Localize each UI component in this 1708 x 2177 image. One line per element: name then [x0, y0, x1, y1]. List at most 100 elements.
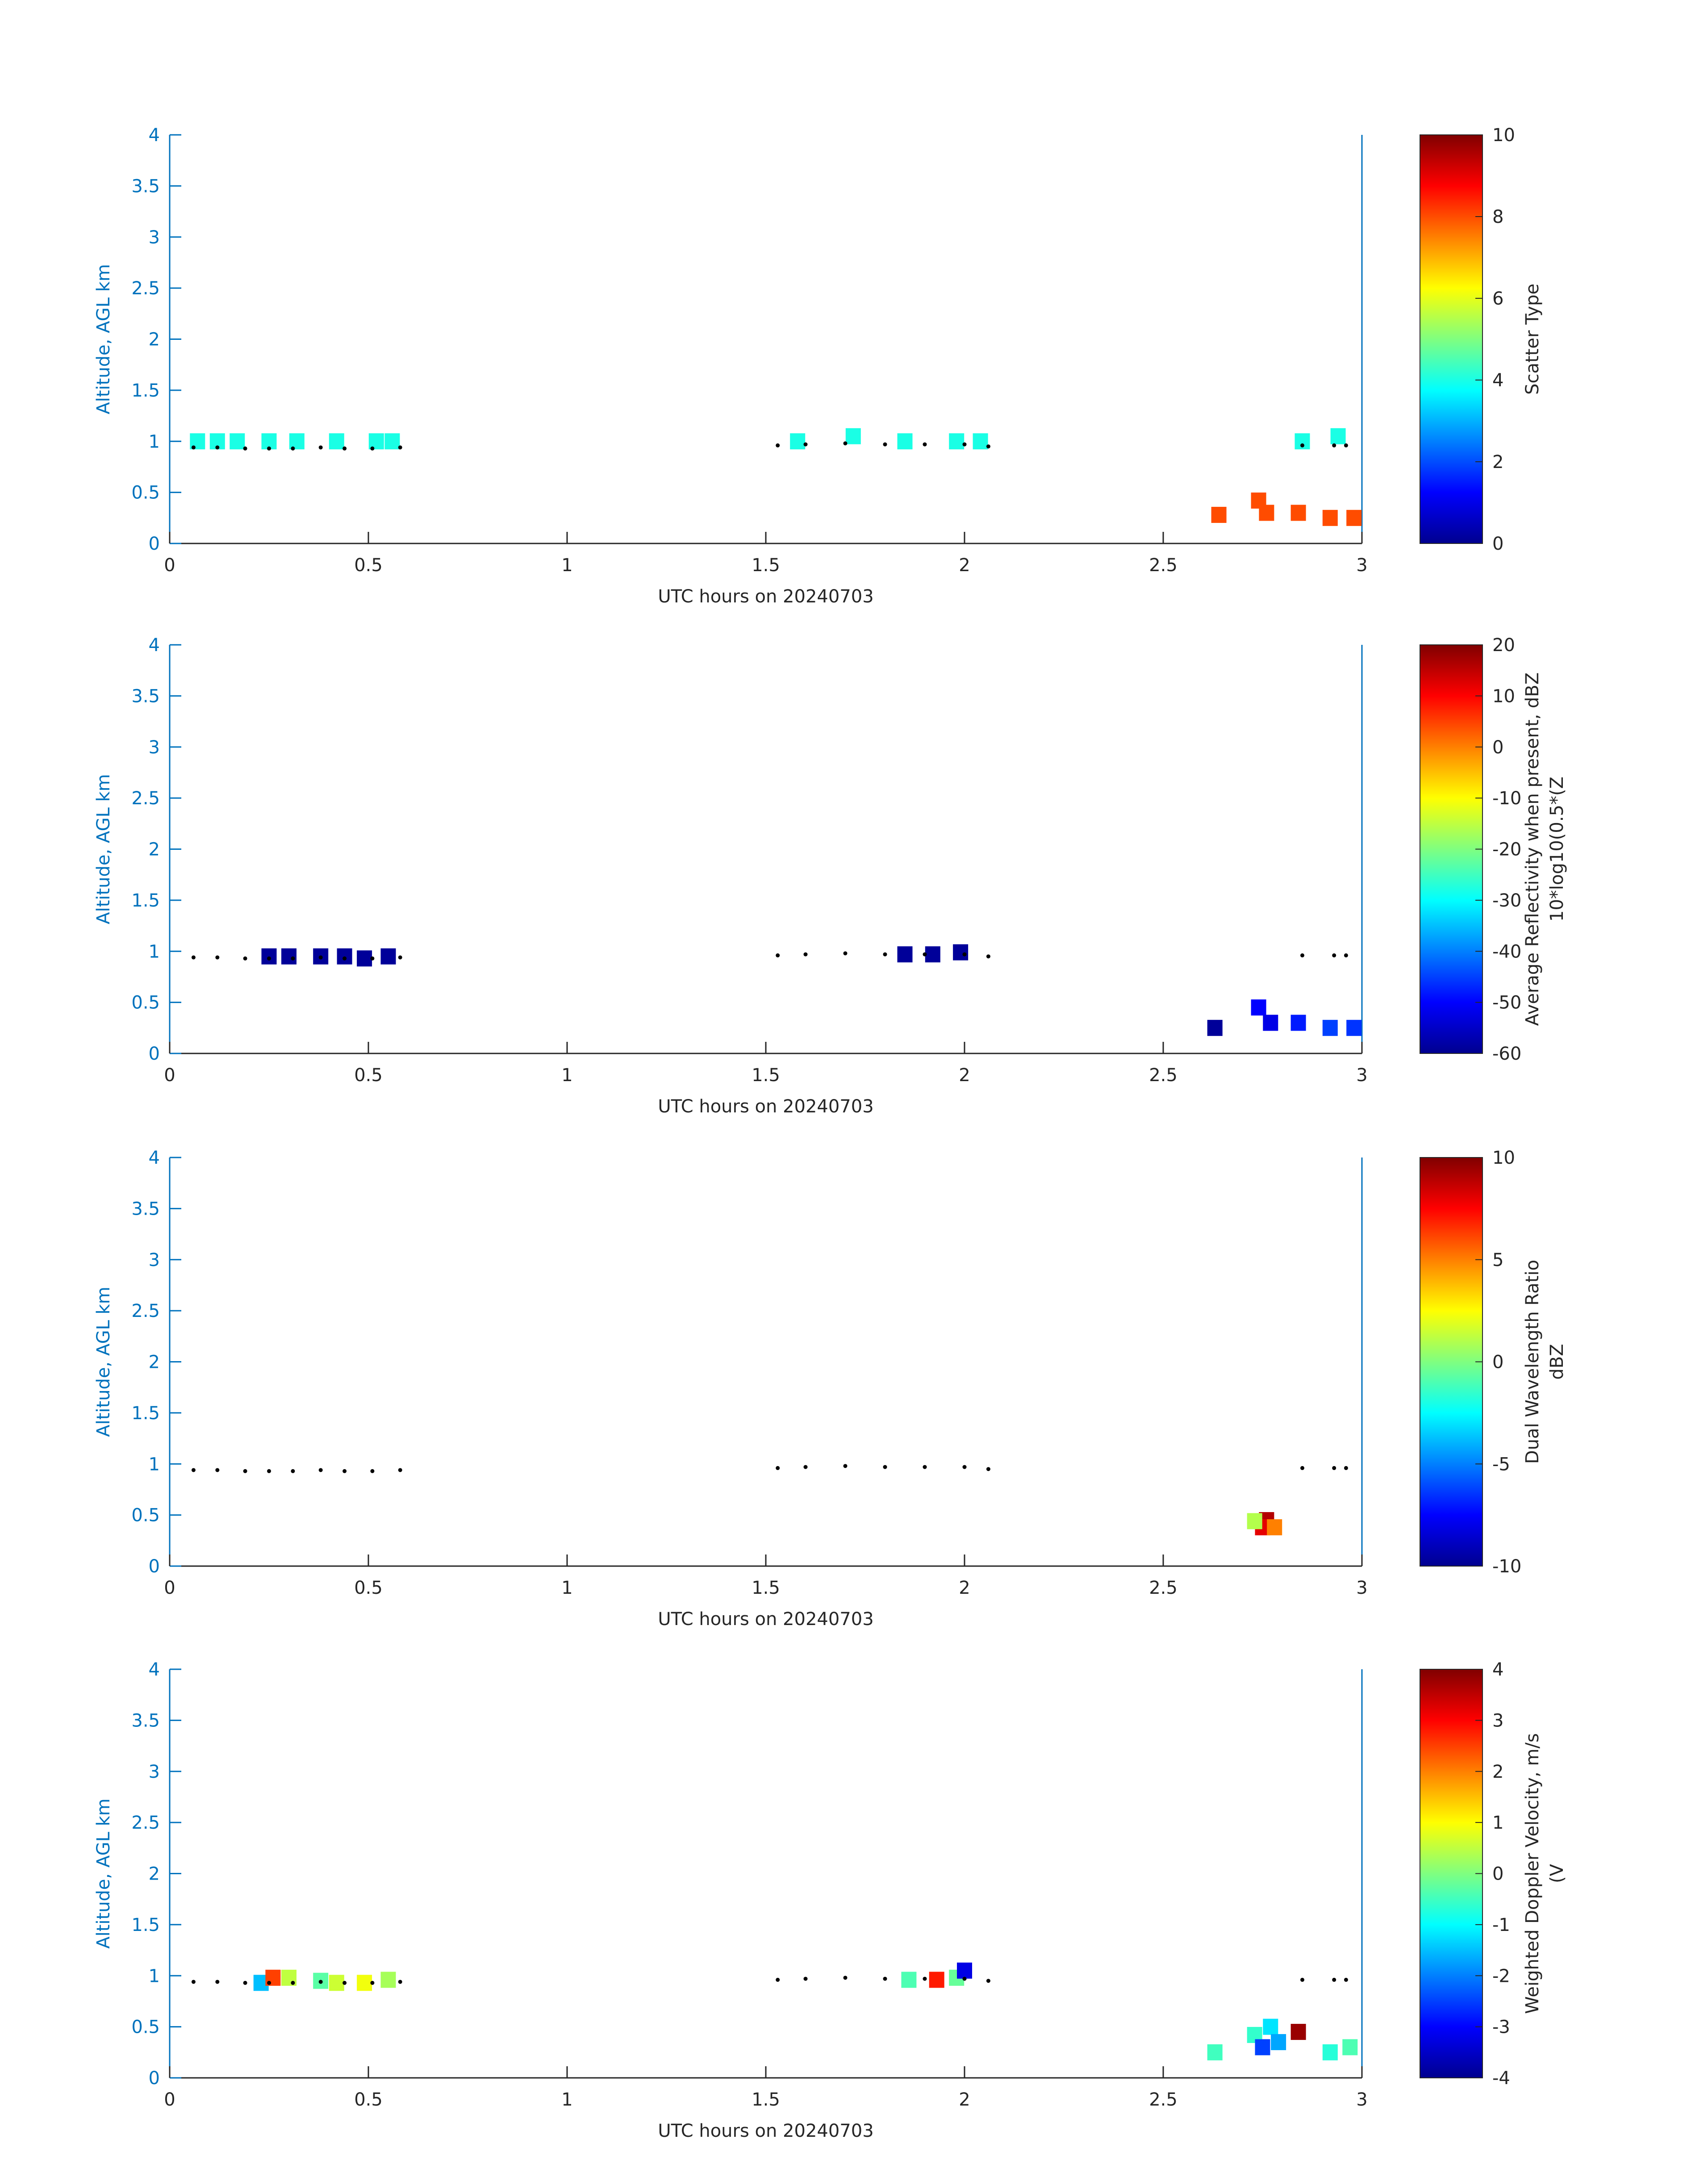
x-tick-label: 1.5: [752, 2089, 780, 2110]
data-cell: [1259, 505, 1274, 521]
y-axis-label: Altitude, AGL km: [93, 774, 114, 924]
y-tick-label: 1.5: [131, 1403, 160, 1424]
cloud-base-dot: [1332, 1977, 1336, 1982]
cloud-base-dot: [215, 955, 220, 960]
x-tick-label: 1: [561, 1065, 572, 1086]
cloud-base-dot: [291, 956, 295, 961]
data-cell: [957, 1962, 972, 1979]
data-cell: [1267, 1519, 1282, 1536]
cloud-base-dot: [342, 956, 347, 961]
cloud-base-dot: [986, 444, 990, 449]
cloud-base-dot: [883, 442, 887, 447]
colorbar: [1420, 644, 1483, 1054]
x-tick-label: 1.5: [752, 1578, 780, 1598]
colorbar-label: Average Reflectivity when present, dBZ: [1522, 673, 1543, 1026]
cloud-base-dot: [398, 955, 402, 960]
x-tick-label: 2.5: [1149, 1065, 1178, 1086]
x-tick-label: 1: [561, 2089, 572, 2110]
y-axis-label: Altitude, AGL km: [93, 1287, 114, 1437]
cloud-base-dot: [962, 1465, 967, 1469]
colorbar-tick-label: -3: [1492, 2017, 1510, 2038]
cloud-base-dot: [215, 1468, 220, 1472]
cloud-base-dot: [776, 443, 780, 447]
x-tick-label: 1: [561, 555, 572, 576]
colorbar-tick-label: -20: [1492, 840, 1521, 860]
data-cell: [929, 1972, 944, 1988]
colorbar-tick-label: 20: [1492, 635, 1515, 656]
cloud-base-dot: [267, 956, 271, 961]
data-cell: [1290, 2024, 1306, 2040]
x-tick-label: 2.5: [1149, 2089, 1178, 2110]
cloud-base-dot: [318, 955, 323, 960]
data-cell: [1330, 428, 1346, 444]
colorbar-tick-label: 0: [1492, 1352, 1503, 1373]
chart-panel-3: 0 0.5 1 1.5 2 2.5 3 3.5 4 0 0.5 1 1.5 2 2.5 3 UTC hours …: [93, 1148, 1567, 1630]
x-tick-label: 2: [959, 555, 970, 576]
x-axis-label: UTC hours on 20240703: [658, 1609, 873, 1630]
colorbar-tick-label: 2: [1492, 452, 1503, 472]
cloud-base-dot: [803, 1976, 808, 1981]
data-cell: [357, 950, 372, 967]
y-tick-label: 2.5: [131, 278, 160, 299]
cloud-base-dot: [843, 1976, 848, 1980]
y-tick-label: 1: [149, 431, 160, 452]
cloud-base-dot: [291, 1469, 295, 1473]
cloud-base-dot: [1332, 443, 1336, 447]
colorbar-tick-label: -40: [1492, 941, 1521, 962]
cloud-base-dot: [243, 446, 247, 451]
y-tick-label: 0: [149, 2068, 160, 2089]
y-tick-label: 1.5: [131, 1915, 160, 1935]
cloud-base-dot: [1344, 443, 1348, 447]
y-axis-label: Altitude, AGL km: [93, 264, 114, 414]
colorbar: [1420, 134, 1483, 544]
cloud-base-dot: [1300, 443, 1304, 447]
cloud-base-dot: [1344, 953, 1348, 957]
data-cell: [973, 433, 988, 450]
data-cell: [1263, 2018, 1278, 2035]
colorbar: [1420, 1157, 1483, 1567]
data-cell: [1290, 505, 1306, 521]
colorbar-tick-label: 2: [1492, 1762, 1503, 1782]
cloud-base-dot: [1344, 1977, 1348, 1982]
data-cell: [897, 433, 913, 450]
colorbar: [1420, 1669, 1483, 2078]
x-tick-label: 2.5: [1149, 555, 1178, 576]
colorbar-tick-label: 8: [1492, 207, 1503, 227]
cloud-base-dot: [243, 956, 247, 961]
y-tick-label: 3.5: [131, 176, 160, 196]
data-cell: [1342, 2039, 1358, 2056]
cloud-base-dot: [986, 1979, 990, 1983]
colorbar-tick-label: -60: [1492, 1044, 1521, 1064]
y-tick-label: 1.5: [131, 890, 160, 911]
y-tick-label: 0.5: [131, 483, 160, 503]
colorbar-label: Dual Wavelength Ratio: [1522, 1260, 1543, 1464]
cloud-base-dot: [342, 1981, 347, 1985]
colorbar-tick-label: -10: [1492, 788, 1521, 809]
y-tick-label: 2.5: [131, 1301, 160, 1321]
data-cell: [384, 433, 400, 450]
data-cell: [1346, 1020, 1362, 1036]
cloud-base-dot: [318, 1468, 323, 1472]
data-cell: [845, 428, 861, 444]
y-tick-label: 2.5: [131, 788, 160, 809]
y-tick-label: 1: [149, 941, 160, 962]
cloud-base-dot: [883, 1465, 887, 1469]
y-tick-label: 2: [149, 1352, 160, 1373]
data-cell: [1322, 1020, 1338, 1036]
cloud-base-dot: [267, 1469, 271, 1473]
y-tick-label: 3: [149, 737, 160, 758]
y-tick-label: 0.5: [131, 993, 160, 1013]
x-tick-label: 2: [959, 1065, 970, 1086]
colorbar-tick-label: 0: [1492, 1864, 1503, 1885]
cloud-base-dot: [803, 442, 808, 447]
colorbar-tick-label: -5: [1492, 1454, 1510, 1475]
data-cell: [289, 433, 305, 450]
cloud-base-dot: [398, 1468, 402, 1472]
data-cell: [949, 433, 965, 450]
cloud-base-dot: [398, 1980, 402, 1984]
data-cell: [329, 1975, 344, 1991]
data-cell: [1211, 506, 1227, 523]
x-tick-label: 2: [959, 1578, 970, 1598]
cloud-base-dot: [243, 1981, 247, 1985]
